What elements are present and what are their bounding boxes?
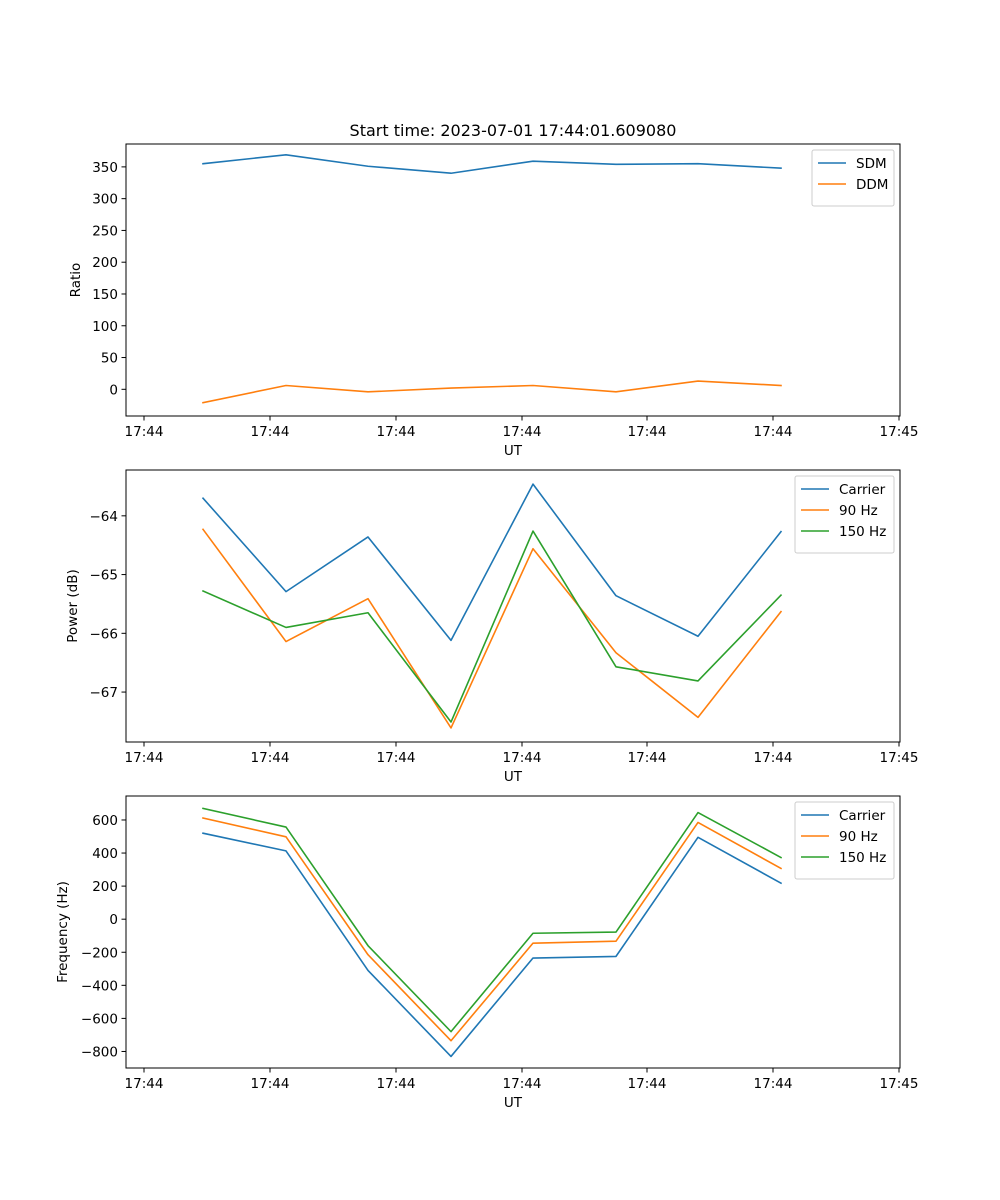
x-axis-label: UT [504, 769, 523, 785]
chart-panel-2: 17:44 17:44 17:44 17:44 17:44 17:44 17:45 −64 −6… [65, 469, 919, 785]
x-tick-label: 17:44 [628, 424, 667, 440]
series-line-carrier [202, 832, 783, 1058]
x-tick-label: 17:44 [125, 424, 164, 440]
y-tick-label: 0 [109, 382, 118, 398]
series-line-90-hz [201, 528, 783, 729]
x-tick-label: 17:44 [754, 750, 793, 766]
series-line-90-hz [202, 817, 783, 1042]
y-tick-label: 0 [109, 912, 118, 928]
y-axis-label: Frequency (Hz) [55, 881, 71, 983]
legend-box [794, 475, 895, 554]
x-tick-label: 17:44 [377, 750, 416, 766]
y-tick-label: 400 [92, 846, 118, 862]
legend-label: 150 Hz [839, 524, 886, 540]
y-tick-label: 250 [92, 223, 118, 239]
x-tick-label: 17:44 [377, 1076, 416, 1092]
y-tick-label: −800 [81, 1044, 118, 1060]
x-axis-label: UT [504, 443, 523, 459]
x-tick-label: 17:45 [880, 750, 919, 766]
y-tick-label: −67 [90, 685, 119, 701]
legend-label: Carrier [839, 808, 886, 824]
chart-panel-1: 17:44 17:44 17:44 17:44 17:44 17:44 17:45 0 50 10… [68, 121, 918, 459]
y-tick-label: 100 [92, 319, 118, 335]
x-tick-label: 17:44 [377, 424, 416, 440]
axes-frame [125, 795, 901, 1069]
legend-label: 90 Hz [839, 829, 878, 845]
y-tick-label: 600 [92, 813, 118, 829]
y-tick-label: −65 [90, 568, 119, 584]
x-tick-label: 17:44 [125, 750, 164, 766]
y-tick-label: 300 [92, 192, 118, 208]
y-axis-label: Power (dB) [65, 569, 81, 642]
y-tick-label: −400 [81, 978, 118, 994]
y-tick-label: −200 [81, 945, 118, 961]
legend: Carrier 90 Hz 150 Hz [794, 475, 895, 554]
chart-panel-3: 17:44 17:44 17:44 17:44 17:44 17:44 17:45 −800 −… [55, 795, 919, 1111]
x-tick-label: 17:44 [754, 424, 793, 440]
y-tick-label: −64 [90, 509, 119, 525]
legend: Carrier 90 Hz 150 Hz [794, 801, 895, 880]
x-tick-label: 17:44 [503, 1076, 542, 1092]
x-tick-label: 17:45 [880, 424, 919, 440]
legend-label: Carrier [839, 482, 886, 498]
legend-label: 150 Hz [839, 850, 886, 866]
y-tick-label: 50 [101, 351, 118, 367]
y-tick-label: 150 [92, 287, 118, 303]
series-line-sdm [202, 154, 782, 175]
legend-label: SDM [856, 156, 887, 172]
x-tick-label: 17:44 [125, 1076, 164, 1092]
y-tick-label: 200 [92, 879, 118, 895]
x-tick-label: 17:44 [251, 750, 290, 766]
series-line-ddm [202, 380, 782, 404]
x-tick-label: 17:44 [754, 1076, 793, 1092]
x-tick-label: 17:44 [628, 750, 667, 766]
axes-frame [125, 143, 901, 417]
x-tick-label: 17:45 [880, 1076, 919, 1092]
legend-box [794, 801, 895, 880]
x-tick-label: 17:44 [628, 1076, 667, 1092]
x-tick-label: 17:44 [251, 424, 290, 440]
y-tick-label: −66 [90, 626, 119, 642]
chart-title: Start time: 2023-07-01 17:44:01.609080 [350, 121, 677, 140]
series-line-150-hz [202, 807, 783, 1033]
axes-frame [125, 469, 901, 743]
x-axis-label: UT [504, 1095, 523, 1111]
x-tick-label: 17:44 [503, 750, 542, 766]
x-tick-label: 17:44 [251, 1076, 290, 1092]
legend-box [811, 149, 895, 207]
y-tick-label: 350 [92, 160, 118, 176]
series-line-150-hz [201, 530, 783, 723]
legend-label: DDM [856, 177, 888, 193]
y-tick-label: −600 [81, 1011, 118, 1027]
series-line-carrier [201, 483, 783, 642]
x-tick-label: 17:44 [503, 424, 542, 440]
y-axis-label: Ratio [68, 263, 84, 298]
y-tick-label: 200 [92, 255, 118, 271]
legend: SDM DDM [811, 149, 895, 207]
legend-label: 90 Hz [839, 503, 878, 519]
